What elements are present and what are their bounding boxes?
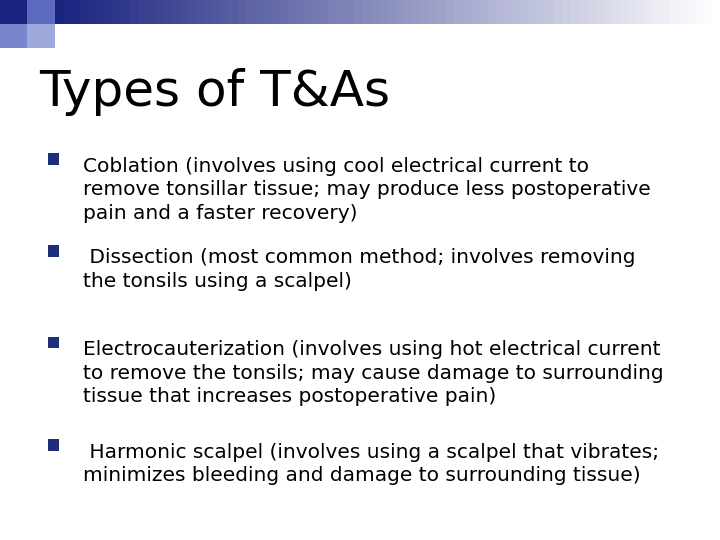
- Bar: [420, 0, 430, 24]
- Bar: [404, 0, 413, 24]
- Bar: [629, 0, 638, 24]
- Bar: [437, 0, 446, 24]
- Text: Electrocauterization (involves using hot electrical current
to remove the tonsil: Electrocauterization (involves using hot…: [83, 340, 663, 406]
- Bar: [387, 0, 397, 24]
- Bar: [695, 0, 704, 24]
- Bar: [462, 0, 471, 24]
- Bar: [645, 0, 654, 24]
- Bar: [155, 0, 163, 24]
- Bar: [413, 0, 421, 24]
- Text: Coblation (involves using cool electrical current to
remove tonsillar tissue; ma: Coblation (involves using cool electrica…: [83, 157, 651, 222]
- Bar: [71, 0, 81, 24]
- Bar: [587, 0, 596, 24]
- Bar: [121, 0, 130, 24]
- Bar: [48, 153, 59, 165]
- Bar: [104, 0, 114, 24]
- Bar: [603, 0, 613, 24]
- Bar: [687, 0, 696, 24]
- Bar: [537, 0, 546, 24]
- Bar: [212, 0, 222, 24]
- Bar: [296, 0, 305, 24]
- Bar: [454, 0, 463, 24]
- Bar: [703, 0, 712, 24]
- Bar: [479, 0, 488, 24]
- Bar: [371, 0, 379, 24]
- Bar: [171, 0, 180, 24]
- Bar: [27, 24, 55, 48]
- Bar: [620, 0, 629, 24]
- Bar: [495, 0, 505, 24]
- Bar: [221, 0, 230, 24]
- Bar: [238, 0, 247, 24]
- Bar: [379, 0, 388, 24]
- Bar: [354, 0, 363, 24]
- Bar: [287, 0, 297, 24]
- Bar: [554, 0, 563, 24]
- Bar: [338, 0, 346, 24]
- Bar: [321, 0, 330, 24]
- Bar: [179, 0, 189, 24]
- Bar: [504, 0, 513, 24]
- Bar: [637, 0, 646, 24]
- Text: Types of T&As: Types of T&As: [40, 68, 391, 116]
- Bar: [271, 0, 280, 24]
- Bar: [570, 0, 580, 24]
- Bar: [305, 0, 313, 24]
- Bar: [711, 0, 720, 24]
- Bar: [0, 0, 27, 24]
- Bar: [263, 0, 271, 24]
- Bar: [80, 0, 89, 24]
- Bar: [678, 0, 688, 24]
- Bar: [562, 0, 571, 24]
- Bar: [48, 440, 59, 451]
- Bar: [346, 0, 355, 24]
- Bar: [88, 0, 97, 24]
- Bar: [254, 0, 264, 24]
- Bar: [429, 0, 438, 24]
- Bar: [521, 0, 529, 24]
- Bar: [63, 0, 72, 24]
- Bar: [312, 0, 322, 24]
- Bar: [279, 0, 288, 24]
- Bar: [230, 0, 238, 24]
- Bar: [396, 0, 405, 24]
- Text: Dissection (most common method; involves removing
the tonsils using a scalpel): Dissection (most common method; involves…: [83, 248, 635, 291]
- Bar: [246, 0, 255, 24]
- Bar: [146, 0, 156, 24]
- Bar: [163, 0, 172, 24]
- Bar: [130, 0, 138, 24]
- Bar: [471, 0, 480, 24]
- Bar: [487, 0, 496, 24]
- Bar: [196, 0, 205, 24]
- Bar: [528, 0, 538, 24]
- Bar: [545, 0, 554, 24]
- Bar: [446, 0, 454, 24]
- Bar: [579, 0, 588, 24]
- Bar: [329, 0, 338, 24]
- Bar: [670, 0, 679, 24]
- Bar: [612, 0, 621, 24]
- Bar: [188, 0, 197, 24]
- Bar: [662, 0, 671, 24]
- Bar: [512, 0, 521, 24]
- Bar: [138, 0, 147, 24]
- Bar: [595, 0, 604, 24]
- Bar: [55, 0, 64, 24]
- Bar: [654, 0, 662, 24]
- Bar: [27, 0, 55, 24]
- Bar: [48, 245, 59, 256]
- Text: Harmonic scalpel (involves using a scalpel that vibrates;
minimizes bleeding and: Harmonic scalpel (involves using a scalp…: [83, 443, 659, 485]
- Bar: [48, 337, 59, 348]
- Bar: [204, 0, 213, 24]
- Bar: [113, 0, 122, 24]
- Bar: [0, 24, 27, 48]
- Bar: [362, 0, 372, 24]
- Bar: [96, 0, 105, 24]
